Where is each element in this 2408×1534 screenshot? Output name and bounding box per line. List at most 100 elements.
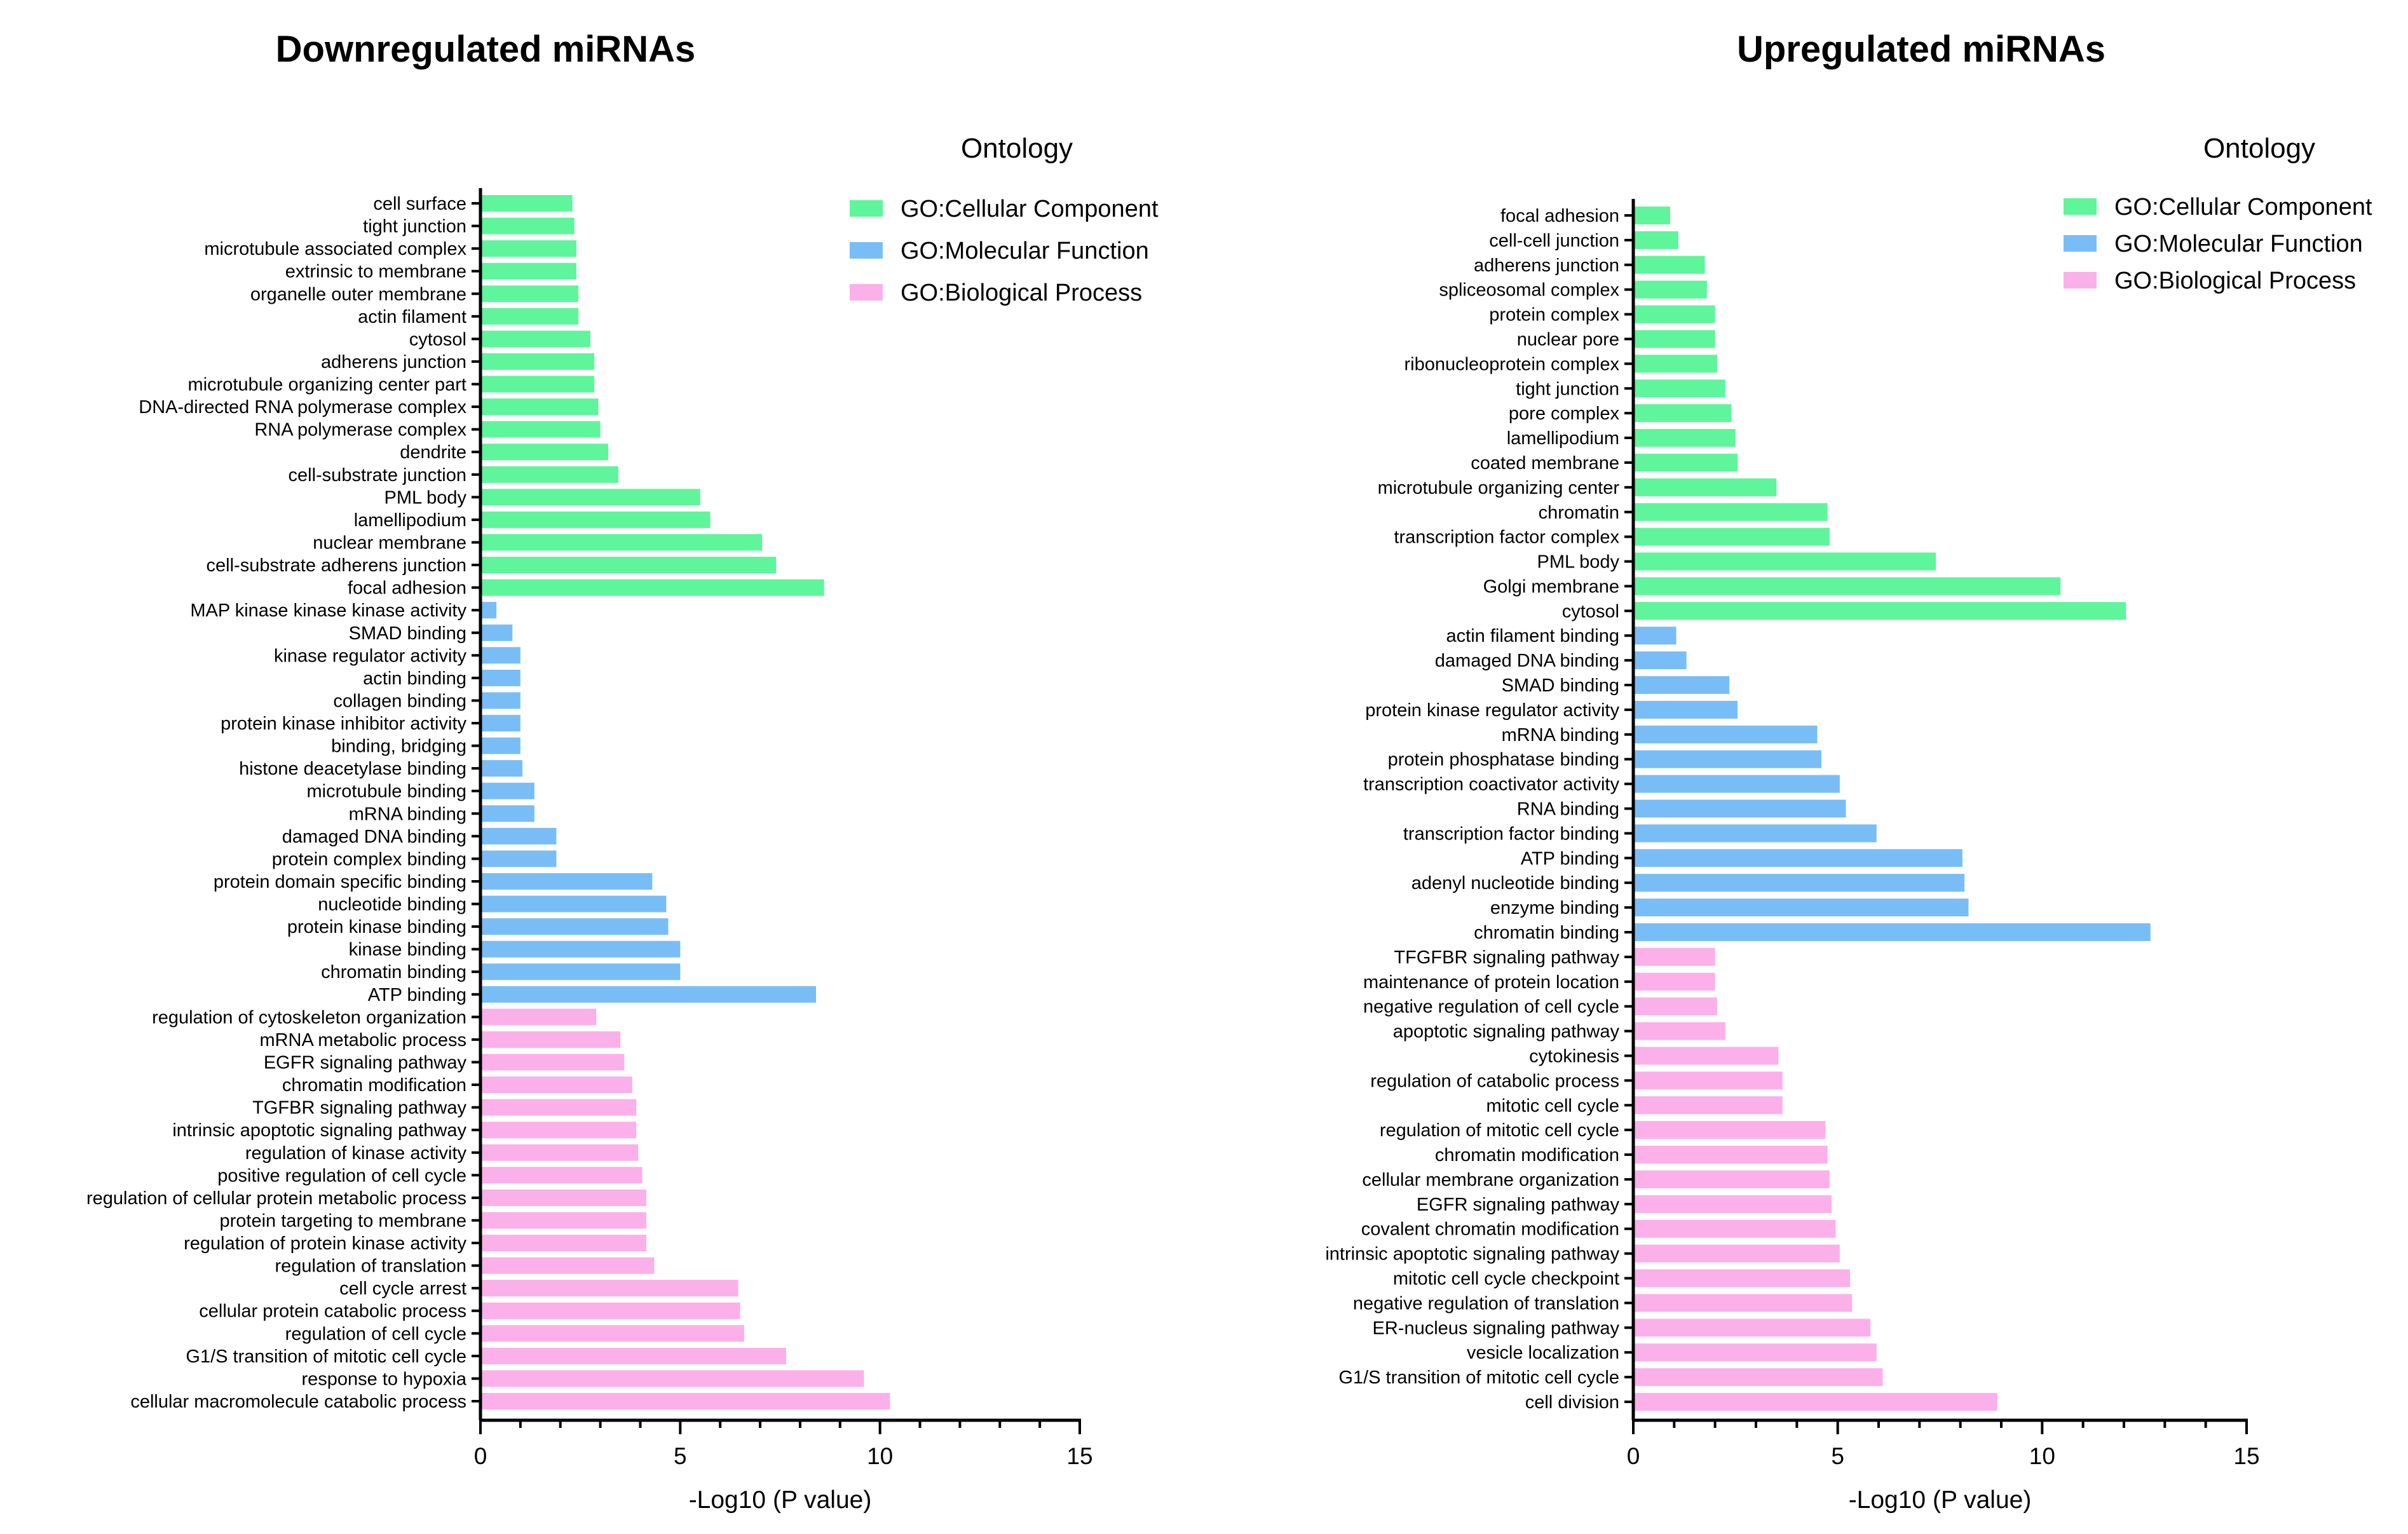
category-label: mitotic cell cycle checkpoint: [1393, 1269, 1619, 1289]
bar-cc: [1633, 207, 1670, 224]
bar-mf: [480, 872, 653, 890]
bar-cc: [480, 262, 576, 280]
bar-mf: [480, 782, 534, 799]
bar-mf: [480, 850, 557, 867]
category-label: TFGFBR signaling pathway: [1394, 947, 1619, 968]
category-label: pore complex: [1509, 404, 1620, 424]
category-label: tight junction: [1516, 379, 1619, 399]
x-tick-label: 5: [1831, 1443, 1844, 1469]
x-tick-label: 0: [1627, 1443, 1640, 1469]
bar-cc: [1633, 429, 1736, 447]
bar-mf: [1633, 700, 1738, 719]
bar-cc: [480, 376, 595, 393]
category-label: nucleotide binding: [318, 895, 466, 915]
bar-mf: [480, 805, 534, 822]
category-label: cell surface: [373, 194, 466, 214]
category-label: PML body: [384, 487, 467, 508]
bar-cc: [480, 421, 601, 438]
category-label: ribonucleoprotein complex: [1404, 354, 1619, 374]
bar-cc: [480, 308, 579, 325]
category-label: regulation of catabolic process: [1370, 1071, 1619, 1091]
category-label: damaged DNA binding: [1435, 651, 1619, 671]
category-label: tight junction: [363, 217, 466, 237]
category-label: TGFBR signaling pathway: [252, 1098, 466, 1118]
bar-cc: [1633, 255, 1705, 274]
category-label: DNA-directed RNA polymerase complex: [139, 397, 466, 417]
bar-cc: [480, 217, 575, 234]
category-label: EGFR signaling pathway: [264, 1053, 467, 1073]
category-label: regulation of kinase activity: [245, 1143, 467, 1164]
category-label: covalent chromatin modification: [1361, 1219, 1619, 1240]
bar-bp: [1633, 972, 1715, 991]
category-label: chromatin binding: [1474, 923, 1619, 943]
category-label: regulation of mitotic cell cycle: [1380, 1120, 1619, 1141]
bar-cc: [1633, 231, 1678, 249]
category-label: cell-cell junction: [1489, 231, 1619, 251]
bar-bp: [480, 1370, 864, 1387]
bar-bp: [1633, 1071, 1783, 1090]
category-label: regulation of cellular protein metabolic…: [86, 1188, 466, 1209]
category-label: histone deacetylase binding: [239, 759, 466, 779]
bar-mf: [480, 602, 497, 619]
category-label: transcription factor binding: [1403, 824, 1619, 844]
bar-bp: [480, 1325, 744, 1342]
bar-bp: [480, 1235, 646, 1252]
bar-mf: [1633, 775, 1840, 793]
category-label: mRNA binding: [349, 804, 466, 824]
bar-cc: [480, 444, 609, 461]
bar-cc: [1633, 330, 1715, 348]
legend-swatch-bp: [850, 284, 883, 301]
category-label: organelle outer membrane: [250, 284, 466, 304]
bar-mf: [1633, 725, 1818, 743]
category-label: ATP binding: [1521, 848, 1619, 869]
category-label: mRNA metabolic process: [259, 1030, 466, 1050]
category-label: response to hypoxia: [301, 1369, 466, 1389]
bar-cc: [1633, 527, 1830, 546]
bar-bp: [1633, 1319, 1871, 1337]
bar-cc: [1633, 305, 1715, 323]
bar-cc: [480, 240, 576, 257]
bar-bp: [480, 1189, 646, 1206]
bar-mf: [1633, 899, 1969, 917]
category-label: SMAD binding: [1502, 675, 1619, 696]
category-label: PML body: [1537, 552, 1620, 573]
bar-cc: [1633, 478, 1777, 496]
legend-label-mf: GO:Molecular Function: [901, 238, 1149, 264]
bar-cc: [1633, 552, 1936, 571]
category-label: protein kinase inhibitor activity: [221, 714, 466, 734]
bar-bp: [480, 1280, 738, 1297]
bar-mf: [480, 827, 557, 845]
x-axis-label: -Log10 (P value): [689, 1486, 872, 1514]
bar-bp: [1633, 1047, 1779, 1065]
bar-bp: [1633, 1170, 1830, 1188]
bar-cc: [480, 511, 711, 528]
bar-bp: [480, 1393, 890, 1409]
category-label: MAP kinase kinase kinase activity: [190, 601, 466, 621]
bar-bp: [1633, 1244, 1840, 1263]
category-label: RNA polymerase complex: [254, 420, 466, 440]
category-label: binding, bridging: [331, 736, 466, 757]
category-label: protein complex: [1489, 305, 1619, 325]
downregulated-chart-panel: Downregulated miRNAs cell surface tight ju…: [86, 29, 1159, 1514]
bar-cc: [480, 466, 618, 483]
bar-bp: [1633, 1146, 1828, 1164]
bar-cc: [480, 534, 763, 551]
bar-cc: [480, 195, 573, 212]
category-label: microtubule associated complex: [204, 239, 466, 259]
category-label: intrinsic apoptotic signaling pathway: [1325, 1244, 1619, 1265]
category-label: G1/S transition of mitotic cell cycle: [186, 1347, 466, 1367]
bar-mf: [480, 669, 520, 686]
bar-bp: [1633, 1368, 1883, 1387]
category-label: cellular protein catabolic process: [199, 1301, 466, 1322]
bar-mf: [1633, 923, 2151, 941]
bar-bp: [1633, 1195, 1832, 1213]
category-label: intrinsic apoptotic signaling pathway: [172, 1120, 466, 1141]
legend-swatch-cc: [850, 200, 883, 217]
bar-mf: [480, 895, 667, 913]
category-label: kinase regulator activity: [274, 646, 467, 666]
category-label: microtubule organizing center: [1378, 478, 1620, 498]
category-label: actin filament: [358, 307, 466, 327]
bar-bp: [480, 1122, 637, 1139]
category-label: enzyme binding: [1490, 898, 1619, 918]
